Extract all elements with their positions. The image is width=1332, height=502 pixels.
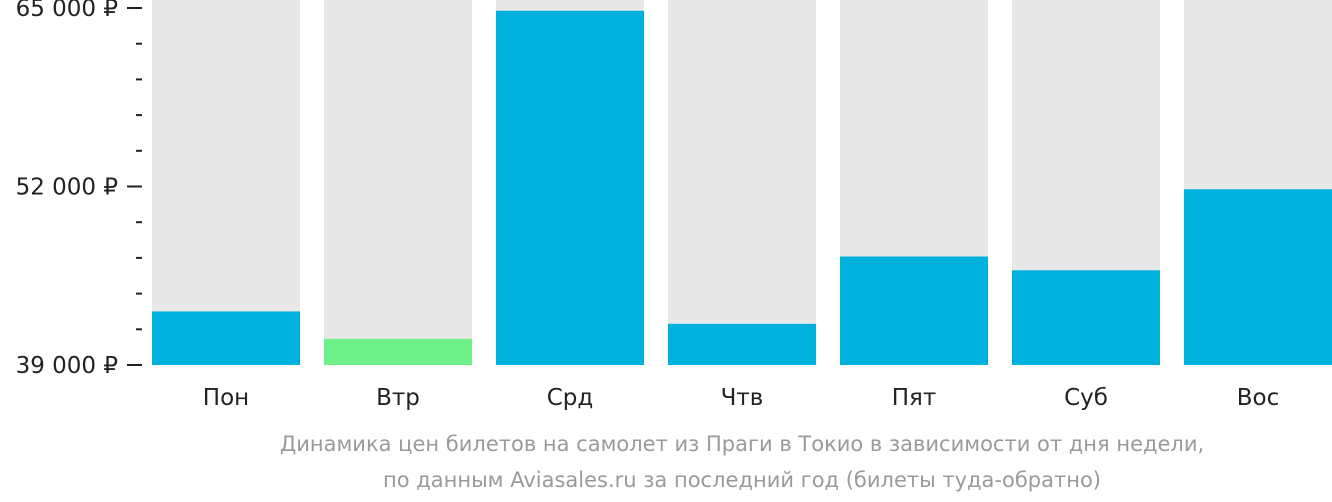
y-axis: 39 000 ₽ 52 000 ₽ 65 000 ₽ (16, 0, 142, 379)
price-by-weekday-chart: 39 000 ₽ 52 000 ₽ 65 000 ₽ Пон Втр Срд Чтв Пят… (16, 0, 1332, 411)
bar-Пят[interactable] (840, 256, 988, 365)
x-axis-labels: Пон Втр Срд Чтв Пят Суб Вос (203, 385, 1279, 411)
y-tick-label: 65 000 ₽ (16, 0, 118, 22)
x-tick-label: Срд (547, 385, 594, 411)
bars (152, 10, 1332, 365)
y-tick-label: 39 000 ₽ (16, 353, 118, 379)
x-tick-label: Чтв (721, 385, 764, 411)
bar-background (152, 0, 300, 365)
chart-caption-line-2: по данным Aviasales.ru за последний год … (383, 468, 1101, 492)
x-tick-label: Вос (1237, 385, 1280, 411)
bar-Пон[interactable] (152, 311, 300, 365)
chart-caption-line-1: Динамика цен билетов на самолет из Праги… (279, 432, 1205, 456)
bar-Втр[interactable] (324, 338, 472, 365)
bar-background (668, 0, 816, 365)
bar-Чтв[interactable] (668, 323, 816, 365)
bar-background (324, 0, 472, 365)
bar-Суб[interactable] (1012, 270, 1160, 365)
bar-Срд[interactable] (496, 10, 644, 365)
x-tick-label: Пон (203, 385, 249, 411)
bar-Вос[interactable] (1184, 189, 1332, 365)
x-tick-label: Суб (1064, 385, 1108, 411)
x-tick-label: Пят (892, 385, 937, 411)
x-tick-label: Втр (376, 385, 420, 411)
y-tick-label: 52 000 ₽ (16, 175, 118, 201)
